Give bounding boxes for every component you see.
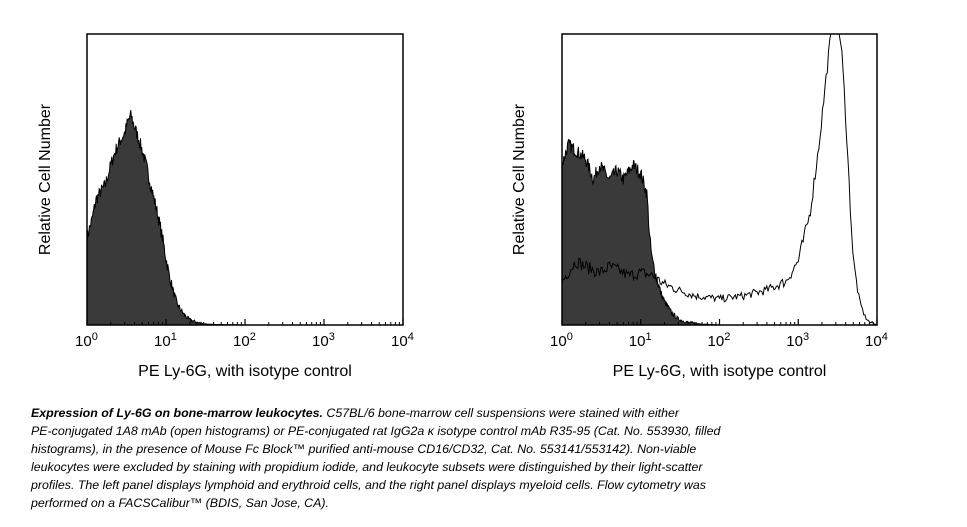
x-tick-exponent: 3 bbox=[329, 331, 335, 343]
y-axis-label: Relative Cell Number bbox=[511, 103, 528, 255]
x-axis-label: PE Ly-6G, with isotype control bbox=[138, 363, 352, 380]
x-tick-base: 10 bbox=[154, 333, 171, 350]
x-tick-base: 10 bbox=[312, 333, 329, 350]
x-tick-exponent: 1 bbox=[645, 331, 651, 343]
caption-line: leukocytes were excluded by staining wit… bbox=[31, 460, 703, 474]
x-tick-exponent: 1 bbox=[171, 331, 177, 343]
caption-line: performed on a FACSCalibur™ (BDIS, San J… bbox=[31, 496, 329, 510]
y-axis-label: Relative Cell Number bbox=[37, 103, 54, 255]
open-histogram bbox=[562, 34, 877, 325]
x-tick-base: 10 bbox=[786, 333, 803, 350]
caption-line: profiles. The left panel displays lympho… bbox=[31, 478, 706, 492]
x-tick-base: 10 bbox=[550, 333, 567, 350]
x-tick-base: 10 bbox=[865, 333, 882, 350]
filled-histogram bbox=[562, 138, 720, 325]
x-tick-base: 10 bbox=[75, 333, 92, 350]
x-tick-base: 10 bbox=[233, 333, 250, 350]
x-tick-label: 100 bbox=[75, 331, 98, 350]
caption-line: histograms), in the presence of Mouse Fc… bbox=[31, 442, 697, 456]
x-tick-exponent: 0 bbox=[92, 331, 98, 343]
x-tick-label: 101 bbox=[629, 331, 652, 350]
x-tick-exponent: 2 bbox=[724, 331, 730, 343]
figure-caption: Expression of Ly-6G on bone-marrow leuko… bbox=[31, 404, 871, 512]
x-tick-label: 104 bbox=[391, 331, 414, 350]
x-tick-label: 103 bbox=[312, 331, 335, 350]
x-tick-label: 100 bbox=[550, 331, 573, 350]
x-tick-exponent: 2 bbox=[250, 331, 256, 343]
x-tick-base: 10 bbox=[708, 333, 725, 350]
x-tick-exponent: 4 bbox=[408, 331, 414, 343]
caption-line: PE-conjugated 1A8 mAb (open histograms) … bbox=[31, 424, 721, 438]
x-tick-exponent: 0 bbox=[567, 331, 573, 343]
x-tick-base: 10 bbox=[391, 333, 408, 350]
caption-line: C57BL/6 bone-marrow cell suspensions wer… bbox=[322, 406, 680, 420]
x-axis-label: PE Ly-6G, with isotype control bbox=[613, 363, 827, 380]
x-tick-label: 102 bbox=[233, 331, 256, 350]
x-tick-label: 101 bbox=[154, 331, 177, 350]
x-tick-base: 10 bbox=[629, 333, 646, 350]
x-tick-label: 104 bbox=[865, 331, 888, 350]
caption-title: Expression of Ly-6G on bone-marrow leuko… bbox=[31, 406, 323, 420]
x-tick-exponent: 3 bbox=[803, 331, 809, 343]
x-tick-exponent: 4 bbox=[882, 331, 888, 343]
plot-area bbox=[87, 110, 245, 325]
plot-area bbox=[562, 34, 877, 325]
x-tick-label: 103 bbox=[786, 331, 809, 350]
filled-histogram bbox=[87, 110, 245, 325]
x-tick-label: 102 bbox=[708, 331, 731, 350]
